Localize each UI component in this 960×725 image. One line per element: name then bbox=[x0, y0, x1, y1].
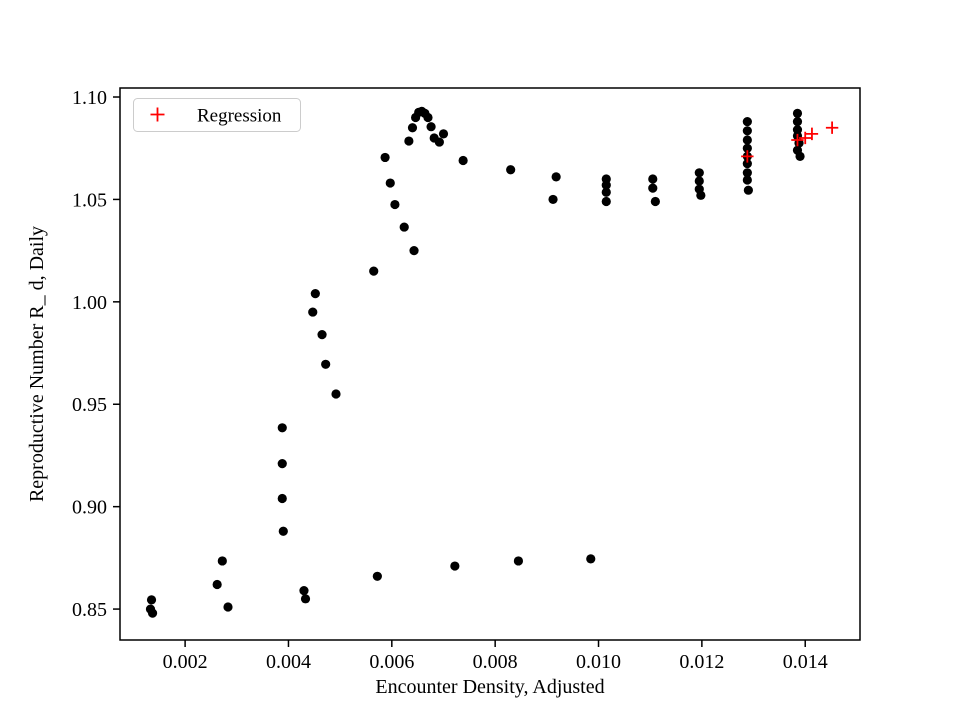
scatter-point bbox=[742, 143, 752, 153]
scatter-point bbox=[217, 556, 227, 566]
scatter-point bbox=[404, 136, 414, 146]
scatter-point bbox=[407, 123, 418, 133]
scatter-point bbox=[300, 594, 311, 604]
scatter-point bbox=[650, 196, 660, 207]
x-tick-label: 0.004 bbox=[266, 651, 311, 673]
regression-point bbox=[791, 133, 804, 147]
scatter-point bbox=[299, 586, 309, 596]
scatter-point bbox=[308, 307, 318, 317]
scatter-point bbox=[551, 172, 561, 182]
scatter-point bbox=[513, 556, 524, 566]
scatter-point bbox=[434, 137, 444, 147]
scatter-point bbox=[277, 493, 287, 504]
scatter-point bbox=[438, 129, 449, 139]
scatter-point bbox=[586, 554, 596, 564]
y-tick-label: 1.05 bbox=[72, 189, 107, 211]
plot-border bbox=[119, 87, 861, 641]
scatter-point bbox=[223, 602, 233, 612]
scatter-point bbox=[317, 330, 327, 340]
scatter-point bbox=[742, 168, 752, 178]
scatter-point bbox=[399, 222, 409, 232]
scatter-point bbox=[506, 165, 516, 175]
scatter-point bbox=[458, 155, 468, 166]
scatter-point bbox=[743, 185, 753, 195]
y-tick-label: 1.00 bbox=[72, 292, 107, 314]
x-tick-label: 0.012 bbox=[679, 651, 724, 673]
scatter-point bbox=[147, 608, 158, 618]
scatter-point bbox=[423, 112, 433, 123]
y-tick-label: 0.95 bbox=[72, 394, 107, 416]
scatter-point bbox=[792, 108, 803, 118]
legend-plus-marker bbox=[150, 107, 165, 122]
scatter-point bbox=[409, 246, 419, 256]
scatter-point bbox=[310, 289, 320, 299]
x-tick-label: 0.006 bbox=[369, 651, 414, 673]
scatter-point bbox=[648, 174, 658, 184]
scatter-point bbox=[742, 116, 752, 127]
scatter-point bbox=[742, 126, 752, 136]
scatter-point bbox=[372, 571, 382, 581]
scatter-point bbox=[795, 151, 805, 162]
scatter-point bbox=[331, 389, 341, 399]
y-tick-label: 1.10 bbox=[72, 87, 107, 109]
y-axis-label: Reproductive Number R_ d, Daily bbox=[26, 226, 48, 502]
regression-point bbox=[799, 131, 812, 145]
points-layer bbox=[145, 106, 839, 618]
scatter-point bbox=[321, 359, 331, 369]
x-tick-label: 0.008 bbox=[473, 651, 518, 673]
scatter-point bbox=[694, 176, 704, 186]
scatter-point bbox=[601, 187, 611, 197]
scatter-point bbox=[369, 266, 379, 276]
y-tick-label: 0.90 bbox=[72, 497, 107, 519]
scatter-point bbox=[385, 178, 395, 188]
scatter-point bbox=[450, 561, 460, 571]
scatter-point bbox=[212, 579, 222, 590]
regression-point bbox=[741, 150, 754, 163]
scatter-point bbox=[601, 180, 611, 190]
ticks-layer: 0.002 0.004 0.006 0.008 0.010 0.012 0.014 0.85 0… bbox=[72, 87, 828, 673]
scatter-point bbox=[792, 116, 803, 127]
scatter-point bbox=[277, 459, 287, 469]
regression-point bbox=[805, 127, 819, 141]
legend-label: Regression bbox=[197, 106, 282, 127]
x-axis-label: Encounter Density, Adjusted bbox=[375, 676, 604, 698]
y-tick-label: 0.85 bbox=[72, 599, 107, 621]
regression-point bbox=[825, 121, 839, 134]
scatter-point bbox=[742, 135, 752, 145]
scatter-point bbox=[146, 595, 157, 605]
scatter-point bbox=[601, 196, 611, 207]
legend-box bbox=[133, 98, 301, 132]
x-tick-label: 0.002 bbox=[163, 651, 208, 673]
scatter-point bbox=[548, 194, 558, 205]
scatter-point bbox=[426, 122, 436, 132]
legend: Regression bbox=[133, 98, 301, 132]
scatter-point bbox=[742, 175, 752, 185]
scatter-point bbox=[277, 423, 287, 433]
scatter-point bbox=[694, 168, 704, 178]
scatter-point bbox=[278, 526, 288, 536]
scatter-point bbox=[742, 158, 752, 169]
x-tick-label: 0.010 bbox=[576, 651, 621, 673]
scatter-point bbox=[696, 190, 706, 200]
scatter-point bbox=[390, 199, 400, 210]
scatter-point bbox=[648, 183, 658, 193]
x-tick-label: 0.014 bbox=[783, 651, 828, 673]
scatter-point bbox=[380, 152, 390, 163]
